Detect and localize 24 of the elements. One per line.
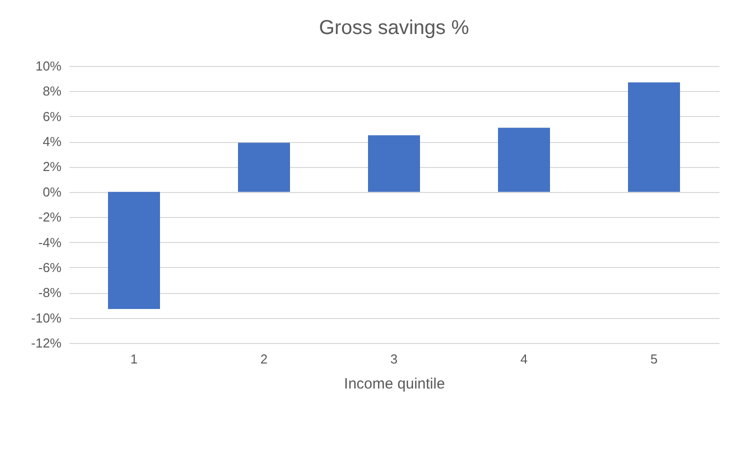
y-tick-label: 2% bbox=[42, 159, 62, 174]
y-tick-label: 4% bbox=[42, 134, 62, 150]
bar bbox=[498, 128, 550, 192]
x-tick-label: 3 bbox=[390, 352, 398, 366]
chart-title: Gross savings % bbox=[318, 17, 470, 39]
x-axis-title: Income quintile bbox=[344, 376, 445, 392]
bar bbox=[368, 135, 420, 192]
x-tick-label: 2 bbox=[260, 352, 268, 366]
bar bbox=[238, 142, 290, 192]
x-tick-label: 5 bbox=[650, 352, 658, 366]
y-tick-label: 6% bbox=[42, 108, 62, 124]
y-tick-label: 0% bbox=[42, 184, 62, 200]
y-tick-label: 8% bbox=[42, 84, 62, 99]
x-tick-label: 1 bbox=[130, 352, 138, 366]
y-tick-label: -10% bbox=[31, 310, 62, 326]
y-tick-label: -6% bbox=[38, 260, 62, 275]
y-tick-label: -8% bbox=[38, 285, 62, 300]
x-tick-label: 4 bbox=[520, 352, 528, 366]
y-tick-label: -2% bbox=[38, 210, 62, 225]
bar bbox=[108, 192, 160, 310]
y-tick-label: -12% bbox=[31, 336, 62, 350]
y-tick-label: 10% bbox=[35, 58, 62, 74]
bar bbox=[628, 82, 680, 192]
y-tick-label: -4% bbox=[38, 234, 62, 250]
